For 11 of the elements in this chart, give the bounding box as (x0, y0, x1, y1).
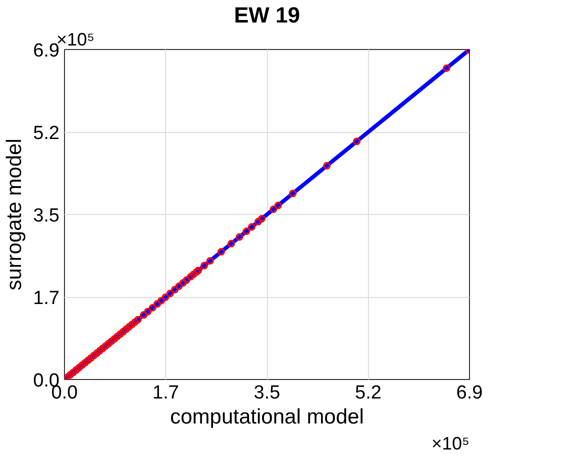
y-tick-label: 1.7 (33, 288, 60, 309)
x-tick-label: 6.9 (456, 382, 483, 404)
x-tick-label: 3.5 (254, 382, 280, 404)
x-axis-title: computational model (170, 406, 364, 428)
y-tick-label: 5.2 (33, 123, 60, 144)
y-tick-label: 3.5 (33, 206, 60, 226)
x-tick-label: 1.7 (152, 382, 179, 404)
x-tick-label: 5.2 (355, 382, 382, 404)
chart-title: EW 19 (234, 2, 300, 28)
text: ×10⁵ (432, 434, 470, 454)
y-axis-title: surrogate model (3, 138, 26, 290)
